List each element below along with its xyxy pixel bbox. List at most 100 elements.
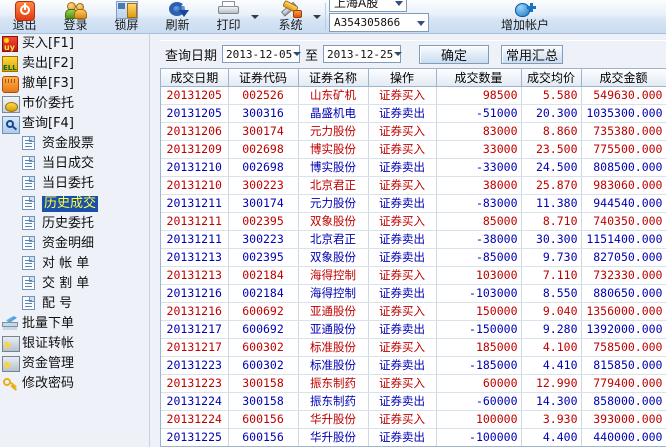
sidebar-item-10[interactable]: 资金明细 [0,234,149,254]
cell-amount: 1392000.000 [581,320,666,339]
cell-amount: 393000.000 [581,410,666,429]
column-header-5[interactable]: 成交均价 [521,69,582,87]
table-row[interactable]: 20131224 300158 振东制药 证券卖出 -60000 14.300 858000… [161,392,666,411]
cell-name: 标准股份 [298,356,369,375]
sidebar-item-8[interactable]: 历史成交 [0,194,149,214]
cell-price: 4.410 [521,356,582,375]
document-icon [22,276,38,292]
table-row[interactable]: 20131209 002698 博实股份 证券买入 33000 23.500 775500.… [161,140,666,159]
table-row[interactable]: 20131210 300223 北京君正 证券买入 38000 25.870 983060.… [161,176,666,195]
sidebar-item-11[interactable]: 对 帐 单 [0,254,149,274]
table-row[interactable]: 20131216 600692 亚通股份 证券买入 150000 9.040 1356000… [161,302,666,321]
table-row[interactable]: 20131225 600156 华升股份 证券卖出 -100000 4.400 440000… [161,428,666,446]
sidebar-item-13[interactable]: 配 号 [0,294,149,314]
sidebar-item-label: 资金管理 [22,356,75,371]
table-row[interactable]: 20131213 002184 海得控制 证券买入 103000 7.110 732330.… [161,266,666,285]
cell-op: 证券买入 [368,122,437,141]
sidebar-item-9[interactable]: 历史委托 [0,214,149,234]
table-row[interactable]: 20131205 002526 山东矿机 证券买入 98500 5.580 549630.0… [161,86,666,105]
sidebar-item-14[interactable]: 批量下单 [0,314,149,334]
sidebar-item-16[interactable]: 资金管理 [0,354,149,374]
cell-qty: -51000 [436,104,522,123]
toolbar-button-login[interactable]: 登录 [51,0,100,33]
column-header-3[interactable]: 操作 [368,69,437,87]
system-dropdown-arrow-icon[interactable] [312,12,321,21]
cell-date: 20131211 [161,194,229,213]
toolbar-button-exit[interactable]: 退出 [0,0,49,33]
sidebar-item-6[interactable]: 当日成交 [0,154,149,174]
market-select[interactable]: 上海A股 [329,0,407,12]
table-row[interactable]: 20131205 300316 晶盛机电 证券卖出 -51000 20.300 103530… [161,104,666,123]
cell-qty: 103000 [436,266,522,285]
sidebar-item-3[interactable]: 市价委托 [0,94,149,114]
account-number-select[interactable]: A354305866 [329,13,429,32]
chevron-down-icon[interactable] [292,46,301,62]
toolbar-button-lock-screen[interactable]: 锁屏 [102,0,151,33]
table-row[interactable]: 20131224 600156 华升股份 证券买入 100000 3.930 393000.… [161,410,666,429]
cell-name: 元力股份 [298,194,369,213]
cell-code: 300316 [228,104,299,123]
chevron-down-icon[interactable] [393,46,402,62]
sidebar-item-5[interactable]: 资金股票 [0,134,149,154]
cell-price: 14.300 [521,392,582,411]
cell-name: 亚通股份 [298,320,369,339]
cell-code: 300174 [228,122,299,141]
chevron-down-icon[interactable] [393,0,406,11]
cell-date: 20131210 [161,158,229,177]
cell-price: 25.870 [521,176,582,195]
table-row[interactable]: 20131211 300174 元力股份 证券卖出 -83000 11.380 944540… [161,194,666,213]
column-header-0[interactable]: 成交日期 [161,69,229,87]
common-summary-button[interactable]: 常用汇总 [501,44,564,64]
column-header-1[interactable]: 证券代码 [228,69,299,87]
cell-op: 证券卖出 [368,392,437,411]
cell-name: 标准股份 [298,338,369,357]
column-header-2[interactable]: 证券名称 [298,69,369,87]
table-row[interactable]: 20131223 600302 标准股份 证券卖出 -185000 4.410 815850… [161,356,666,375]
cell-price: 9.040 [521,302,582,321]
table-row[interactable]: 20131217 600302 标准股份 证券买入 185000 4.100 758500.… [161,338,666,357]
cell-code: 300158 [228,392,299,411]
toolbar-button-add-account[interactable]: 增加帐户 [470,0,580,33]
cell-qty: -38000 [436,230,522,249]
table-row[interactable]: 20131213 002395 双象股份 证券卖出 -85000 9.730 827050.… [161,248,666,267]
column-header-6[interactable]: 成交金额 [581,69,666,87]
refresh-icon [167,1,189,18]
chevron-down-icon[interactable] [415,14,428,31]
confirm-button[interactable]: 确定 [419,44,490,64]
cell-amount: 944540.000 [581,194,666,213]
cell-price: 24.500 [521,158,582,177]
date-to-input[interactable]: 2013-12-25 [323,45,402,63]
key-icon [2,376,18,392]
print-dropdown-arrow-icon[interactable] [250,12,259,21]
sidebar-item-15[interactable]: 银证转帐 [0,334,149,354]
table-row[interactable]: 20131211 300223 北京君正 证券卖出 -38000 30.300 115140… [161,230,666,249]
sidebar-item-2[interactable]: 撤单[F3] [0,74,149,94]
column-header-4[interactable]: 成交数量 [436,69,522,87]
document-icon [22,296,38,312]
table-row[interactable]: 20131210 002698 博实股份 证券卖出 -33000 24.500 808500… [161,158,666,177]
cell-op: 证券卖出 [368,428,437,446]
history-trades-table-container[interactable]: 成交日期 证券代码 证券名称 操作 成交数量 成交均价 成交金额 20131205 00252… [160,68,666,447]
sidebar-item-17[interactable]: 修改密码 [0,374,149,394]
table-row[interactable]: 20131211 002395 双象股份 证券买入 85000 8.710 740350.0… [161,212,666,231]
sidebar-item-0[interactable]: 买入[F1] [0,34,149,54]
toolbar-button-system[interactable]: 系统 [266,0,315,33]
sidebar-item-7[interactable]: 当日委托 [0,174,149,194]
toolbar-button-refresh[interactable]: 刷新 [153,0,202,33]
table-row[interactable]: 20131206 300174 元力股份 证券买入 83000 8.860 735380.0… [161,122,666,141]
sidebar-item-1[interactable]: 卖出[F2] [0,54,149,74]
cell-qty: 98500 [436,86,522,105]
sidebar-item-4[interactable]: 查询[F4] [0,114,149,134]
table-row[interactable]: 20131223 300158 振东制药 证券买入 60000 12.990 779400.… [161,374,666,393]
cell-amount: 735380.000 [581,122,666,141]
cell-code: 300174 [228,194,299,213]
cell-date: 20131216 [161,284,229,303]
toolbar-label: 退出 [12,18,37,32]
table-row[interactable]: 20131217 600692 亚通股份 证券卖出 -150000 9.280 139200… [161,320,666,339]
cell-op: 证券买入 [368,266,437,285]
sidebar-item-12[interactable]: 交 割 单 [0,274,149,294]
date-from-input[interactable]: 2013-12-05 [222,45,301,63]
toolbar-button-print[interactable]: 打印 [204,0,253,33]
table-row[interactable]: 20131216 002184 海得控制 证券卖出 -103000 8.550 880650… [161,284,666,303]
cell-op: 证券买入 [368,212,437,231]
